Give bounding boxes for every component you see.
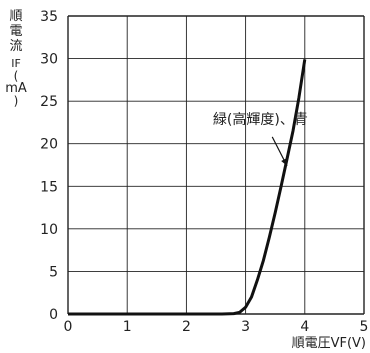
series-line-green-blue (68, 59, 307, 316)
x-tick-label: 2 (182, 319, 191, 335)
x-tick-labels: 0 1 2 3 4 5 (64, 319, 369, 335)
y-label-char: 電 (9, 24, 23, 39)
y-label-paren-open: ( (13, 69, 19, 83)
y-axis-label: 順 電 流 IF ( mA ) (5, 9, 27, 108)
y-tick-label: 0 (49, 307, 58, 323)
y-label-unit: mA (5, 81, 27, 96)
y-tick-label: 10 (40, 222, 58, 238)
y-tick-labels: 0 5 10 15 20 25 30 35 (40, 9, 58, 323)
y-tick-label: 35 (40, 9, 58, 25)
x-tick-label: 5 (360, 319, 369, 335)
x-axis-label: 順電圧VF(V) (291, 336, 366, 351)
annotation-arrowhead (281, 158, 288, 166)
x-tick-label: 3 (241, 319, 250, 335)
y-label-char: 流 (9, 39, 23, 54)
y-tick-label: 15 (40, 179, 58, 195)
y-label-char: 順 (9, 9, 23, 24)
annotation-label: 緑(高輝度)、青 (213, 111, 308, 128)
y-label-paren-close: ) (13, 94, 19, 108)
y-label-symbol: IF (11, 57, 21, 70)
x-tick-label: 4 (300, 319, 309, 335)
y-tick-label: 25 (40, 94, 58, 110)
y-tick-label: 5 (49, 264, 58, 280)
y-tick-label: 30 (40, 52, 58, 68)
x-tick-label: 0 (64, 319, 73, 335)
grid (67, 15, 365, 315)
y-tick-label: 20 (40, 137, 58, 153)
x-tick-label: 1 (123, 319, 132, 335)
